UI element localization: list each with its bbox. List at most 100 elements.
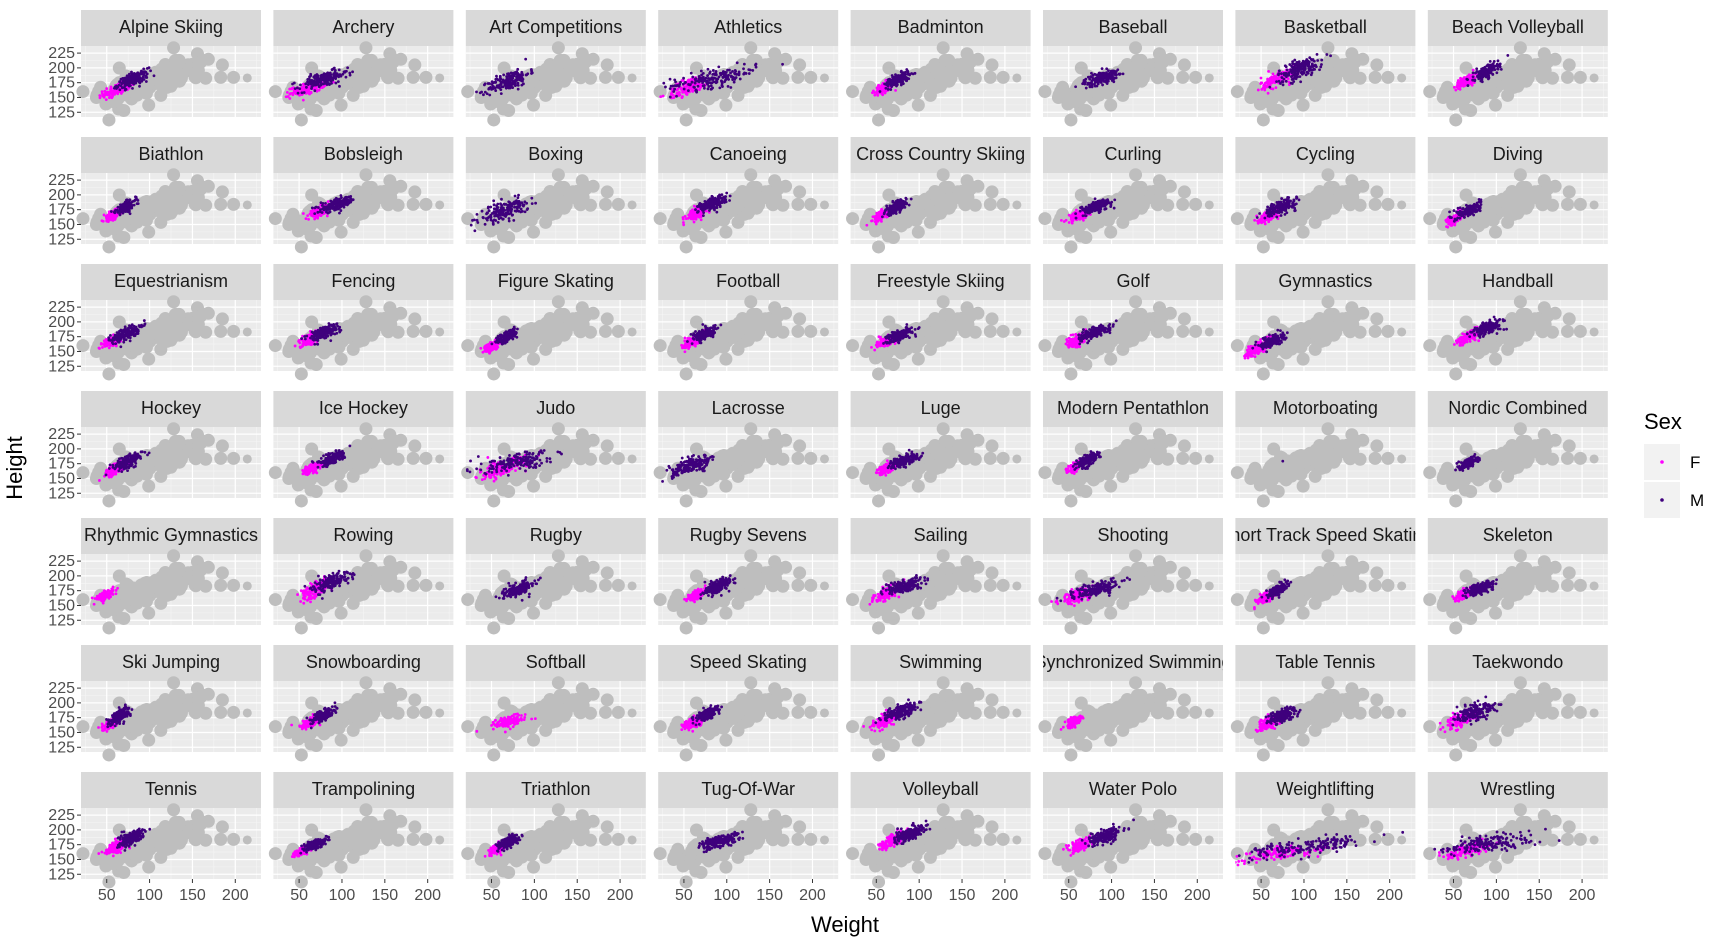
point-f — [290, 87, 293, 90]
point-m — [340, 204, 343, 207]
point-m — [891, 81, 894, 84]
point-m — [1491, 73, 1494, 76]
point-m — [305, 86, 308, 89]
facet-title: Boxing — [528, 144, 583, 164]
point-m — [1104, 74, 1107, 77]
background-point — [313, 234, 322, 243]
point-m — [115, 85, 118, 88]
point-m — [348, 72, 351, 75]
background-point — [142, 226, 155, 239]
point-m — [499, 79, 502, 82]
point-m — [1479, 70, 1482, 73]
y-tick-label: 225 — [48, 172, 75, 189]
background-point — [435, 200, 444, 209]
point-m — [1310, 58, 1313, 61]
point-m — [329, 72, 332, 75]
point-m — [1471, 79, 1474, 82]
background-point — [487, 113, 500, 126]
background-point — [1454, 95, 1467, 108]
facet-title: Badminton — [898, 17, 984, 37]
point-m — [1099, 75, 1102, 78]
point-m — [1498, 63, 1501, 66]
point-m — [692, 86, 695, 89]
point-m — [323, 205, 326, 208]
background-point — [552, 41, 565, 54]
point-m — [1101, 84, 1104, 87]
background-point — [1231, 85, 1244, 98]
background-point — [1514, 41, 1527, 54]
point-m — [1292, 70, 1295, 73]
point-m — [483, 83, 486, 86]
point-m — [531, 71, 534, 74]
point-m — [1491, 68, 1494, 71]
point-m — [530, 197, 533, 200]
point-m — [110, 210, 113, 213]
point-m — [324, 82, 327, 85]
facet-title: Basketball — [1284, 17, 1367, 37]
background-point — [214, 198, 227, 211]
point-m — [332, 77, 335, 80]
point-m — [487, 82, 490, 85]
point-m — [126, 74, 129, 77]
point-m — [343, 206, 346, 209]
background-point — [365, 54, 378, 67]
point-f — [1269, 77, 1272, 80]
background-point — [527, 99, 540, 112]
point-m — [1275, 80, 1278, 83]
point-f — [876, 94, 879, 97]
point-m — [1487, 72, 1490, 75]
background-point — [928, 60, 941, 73]
point-m — [1305, 73, 1308, 76]
point-m — [887, 88, 890, 91]
point-f — [1266, 82, 1269, 85]
point-m — [1312, 68, 1315, 71]
point-m — [697, 85, 700, 88]
point-m — [1085, 87, 1088, 90]
background-point — [1275, 82, 1288, 95]
point-m — [503, 209, 506, 212]
background-point — [269, 212, 282, 225]
facet-title: Baseball — [1098, 17, 1167, 37]
point-m — [1291, 60, 1294, 63]
point-f — [1453, 86, 1456, 89]
point-f — [1468, 76, 1471, 79]
point-m — [516, 77, 519, 80]
point-m — [781, 63, 784, 66]
point-m — [1285, 65, 1288, 68]
point-m — [309, 73, 312, 76]
point-m — [1105, 79, 1108, 82]
point-m — [1074, 85, 1077, 88]
point-m — [903, 77, 906, 80]
point-m — [711, 78, 714, 81]
point-m — [1488, 69, 1491, 72]
point-m — [904, 71, 907, 74]
background-point — [1489, 99, 1502, 112]
y-tick-label: 200 — [48, 187, 75, 204]
facet-panel-art-competitions: Art Competitions — [461, 10, 646, 126]
point-m — [1090, 81, 1093, 84]
point-m — [1302, 62, 1305, 65]
point-m — [703, 87, 706, 90]
point-m — [511, 86, 514, 89]
background-point — [891, 107, 900, 116]
point-m — [727, 85, 730, 88]
point-m — [494, 87, 497, 90]
facet-panel-athletics: Athletics — [644, 10, 839, 126]
point-m — [327, 207, 330, 210]
point-m — [1329, 54, 1332, 57]
point-m — [754, 64, 757, 67]
background-point — [872, 113, 885, 126]
point-m — [1306, 71, 1309, 74]
background-point — [216, 58, 229, 71]
point-m — [308, 75, 311, 78]
point-m — [1285, 80, 1288, 83]
point-m — [328, 204, 331, 207]
point-m — [664, 86, 667, 89]
background-point — [299, 95, 312, 108]
point-m — [1110, 70, 1113, 73]
facet-title: Alpine Skiing — [119, 17, 223, 37]
